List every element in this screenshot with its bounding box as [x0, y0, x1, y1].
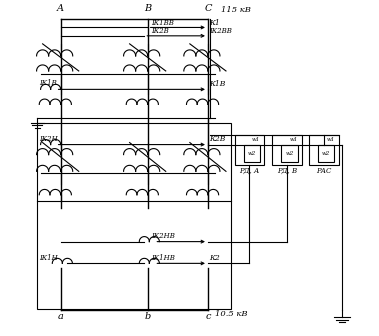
- Text: A: A: [57, 4, 64, 13]
- Bar: [37, 123, 231, 308]
- Text: a: a: [58, 311, 64, 321]
- Text: РД, А: РД, А: [239, 167, 260, 175]
- Bar: [273, 134, 302, 165]
- Text: w1: w1: [290, 136, 298, 141]
- Bar: [309, 134, 339, 165]
- Text: w2: w2: [285, 151, 294, 156]
- Text: К1: К1: [210, 19, 220, 27]
- Text: К2: К2: [210, 254, 220, 262]
- Text: ІК1ВВ: ІК1ВВ: [151, 19, 174, 27]
- Text: w2: w2: [322, 151, 330, 156]
- Text: ІК1НВ: ІК1НВ: [151, 254, 175, 262]
- Text: К1В: К1В: [210, 80, 226, 88]
- Bar: [281, 145, 298, 162]
- Text: ІК2В: ІК2В: [151, 28, 169, 36]
- Text: 115 кВ: 115 кВ: [221, 6, 251, 14]
- Text: ІК2ВВ: ІК2ВВ: [210, 28, 232, 36]
- Text: w2: w2: [247, 151, 256, 156]
- Text: РД, В: РД, В: [277, 167, 297, 175]
- Bar: [235, 134, 264, 165]
- Text: B: B: [144, 4, 151, 13]
- Text: 10.5 кВ: 10.5 кВ: [215, 310, 247, 318]
- Text: ІК2НВ: ІК2НВ: [151, 232, 175, 240]
- Text: ІК1Н: ІК1Н: [39, 254, 58, 262]
- Text: РАС: РАС: [316, 167, 332, 175]
- Bar: [243, 145, 260, 162]
- Text: w1: w1: [326, 136, 335, 141]
- Text: w1: w1: [252, 136, 260, 141]
- Text: b: b: [144, 311, 151, 321]
- Text: К2В: К2В: [210, 135, 226, 143]
- Bar: [318, 145, 334, 162]
- Text: C: C: [204, 4, 211, 13]
- Text: ІК1В: ІК1В: [39, 79, 57, 87]
- Text: c: c: [205, 311, 211, 321]
- Text: ІК2Н: ІК2Н: [39, 134, 58, 142]
